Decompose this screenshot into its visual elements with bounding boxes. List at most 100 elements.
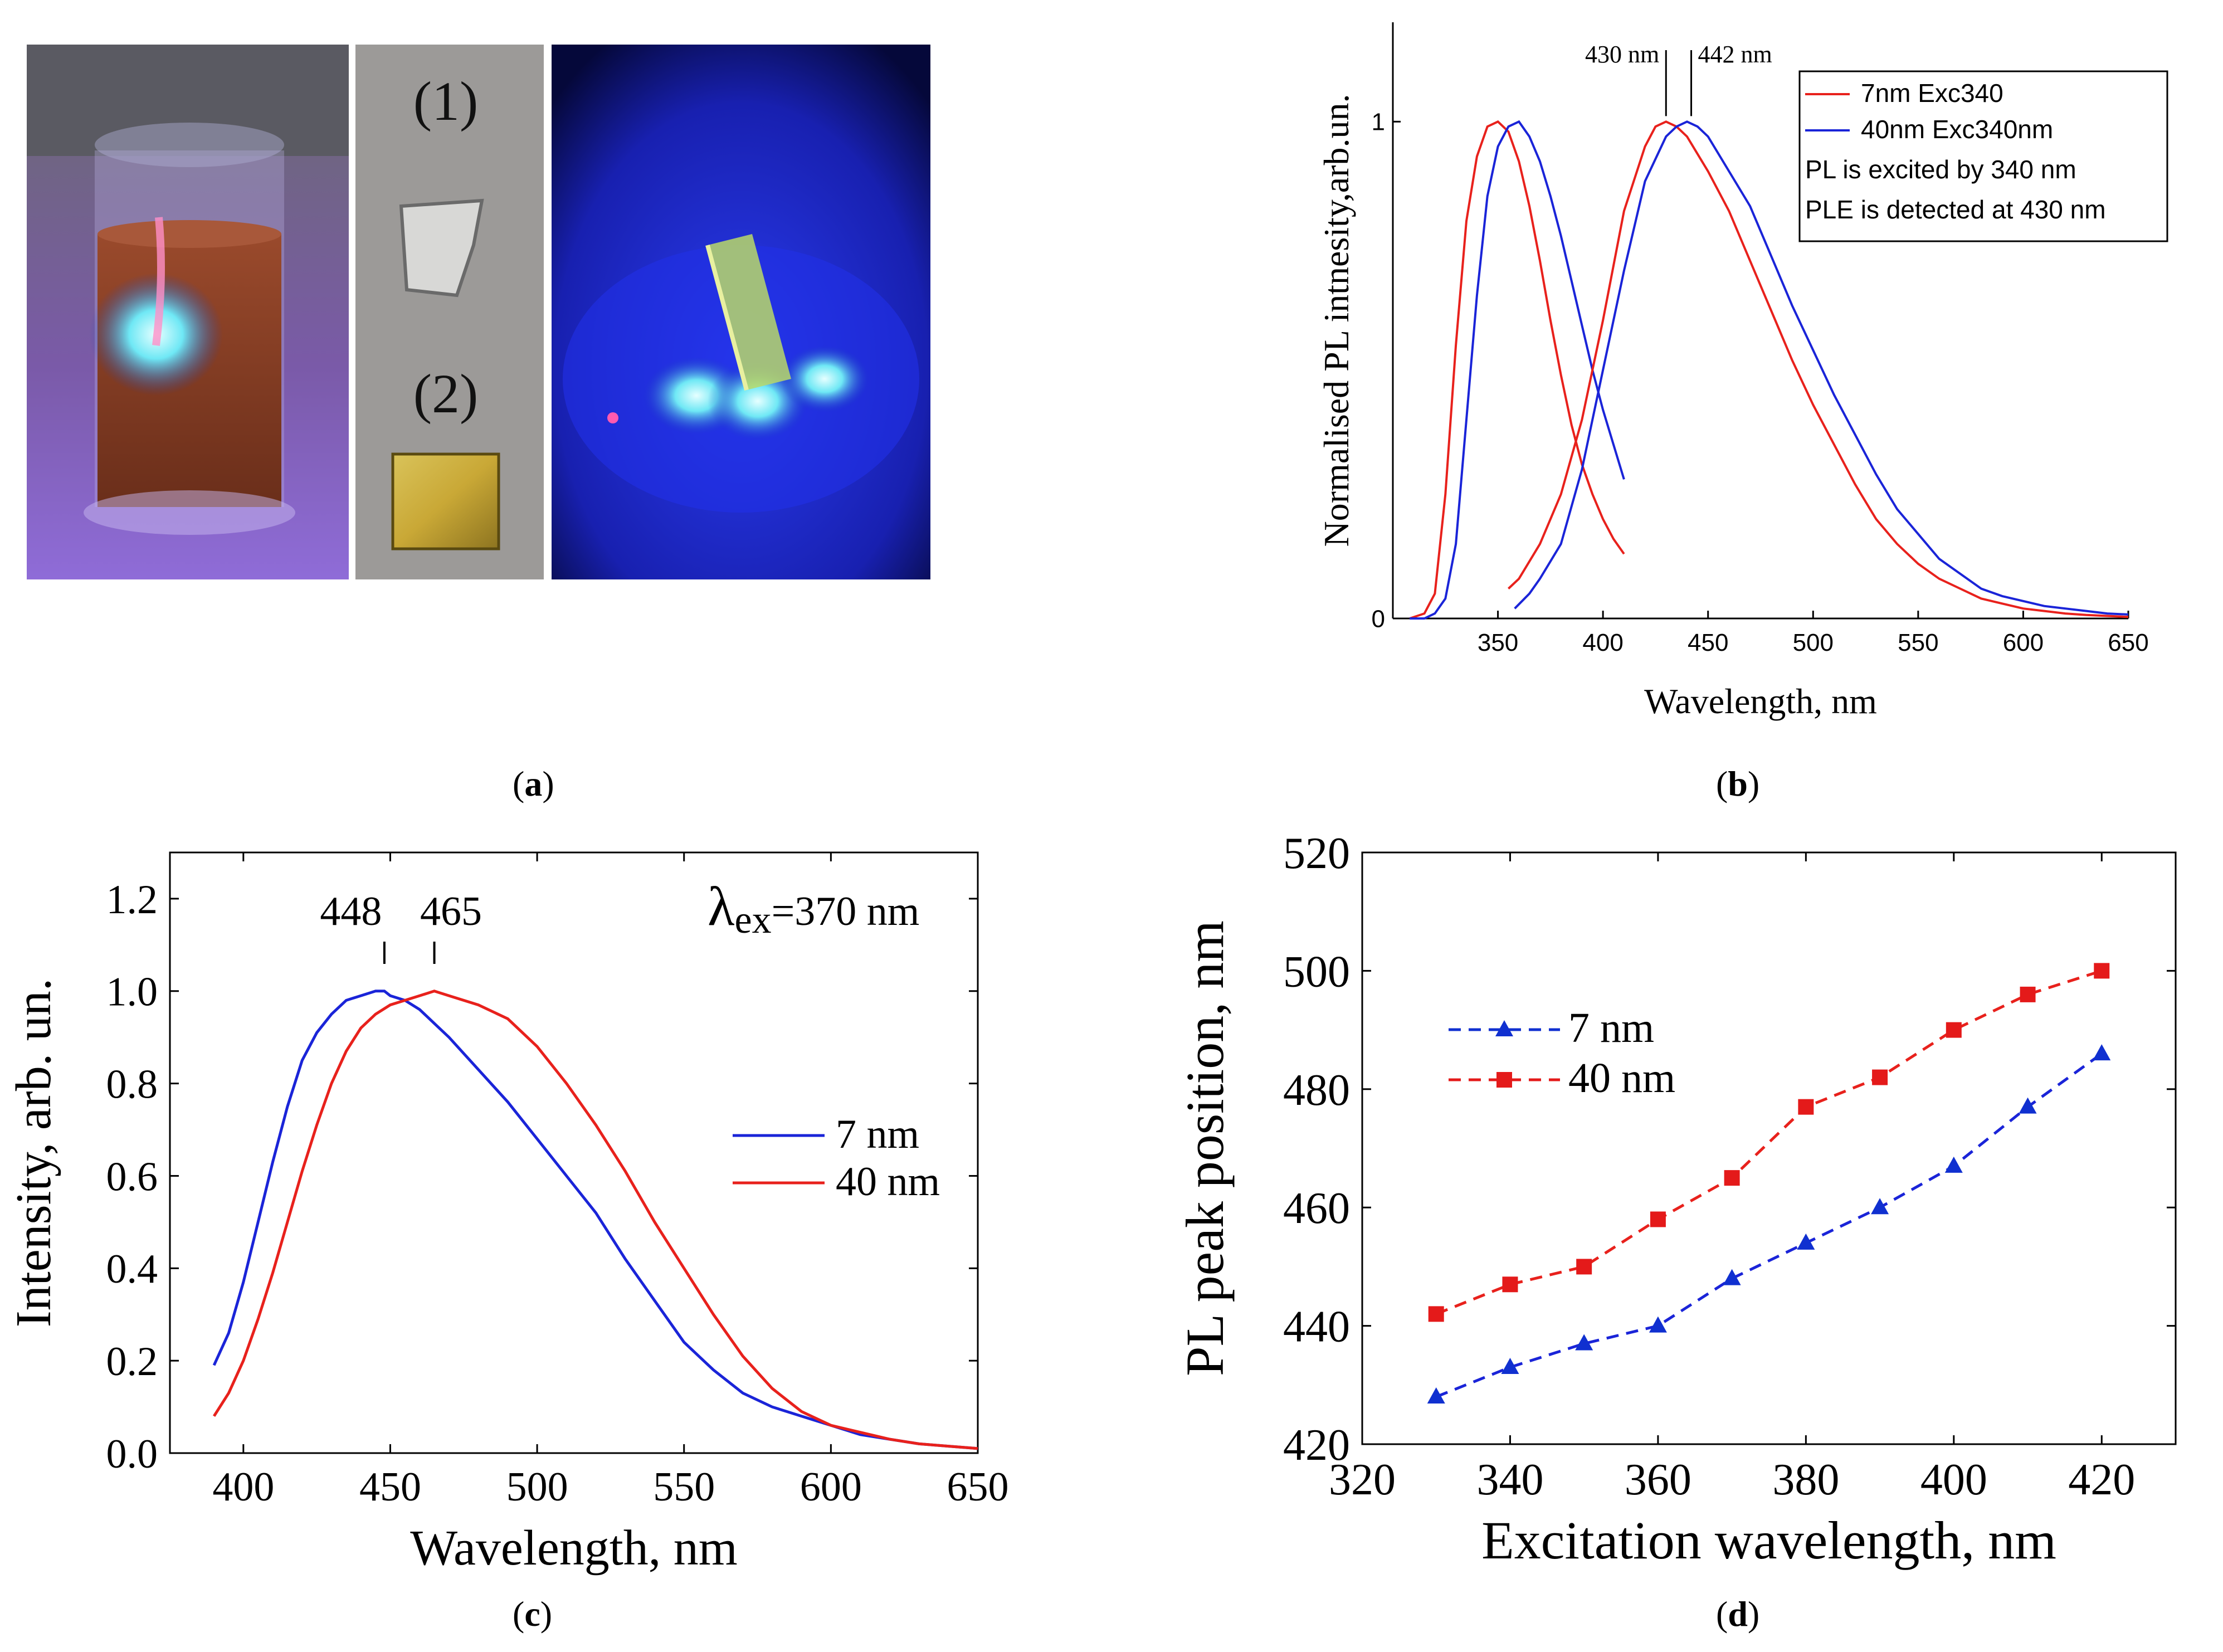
- x-tick-label: 600: [800, 1464, 862, 1510]
- panel-d-caption: (d): [1716, 1594, 1760, 1634]
- panel-a-caption: (a): [513, 764, 554, 803]
- panel-c-caption: (c): [513, 1594, 553, 1634]
- legend-entry: 40 nm: [1568, 1055, 1675, 1102]
- y-tick-label: 500: [1283, 947, 1350, 996]
- x-tick-label: 360: [1625, 1455, 1691, 1504]
- x-tick-label: 400: [1582, 629, 1623, 656]
- legend-box: [1798, 70, 2168, 242]
- y-tick-label: 1.2: [106, 877, 158, 923]
- x-axis-label: Excitation wavelength, nm: [1481, 1510, 2056, 1570]
- y-tick-label: 460: [1283, 1184, 1350, 1233]
- plot-frame: [1361, 851, 2177, 1445]
- excitation-note: λex=370 nm: [708, 875, 919, 942]
- x-tick-label: 500: [1793, 629, 1834, 656]
- x-tick-label: 350: [1478, 629, 1518, 656]
- data-point-square: [1428, 1306, 1444, 1322]
- y-tick-label: 0: [1372, 605, 1385, 632]
- data-point-square: [1872, 1069, 1888, 1085]
- y-tick-label: 480: [1283, 1066, 1350, 1115]
- data-point-square: [1724, 1170, 1740, 1186]
- panel-c-chart: 400 450 500 550 600 650 0.0 0.2 0.4 0.6 0.8 1.0 1.2 W…: [6, 851, 1009, 1576]
- y-tick-label: 520: [1283, 829, 1350, 878]
- peak-annotation: 465: [420, 889, 482, 934]
- data-point-triangle: [2093, 1044, 2111, 1061]
- x-tick-label: 320: [1329, 1455, 1396, 1504]
- data-point-triangle: [1944, 1156, 1963, 1173]
- y-axis-label: PL peak position, nm: [1175, 920, 1235, 1376]
- y-tick-label: 1.0: [106, 969, 158, 1015]
- x-tick-label: 420: [2068, 1455, 2135, 1504]
- x-tick-label: 400: [1920, 1455, 1987, 1504]
- data-point-square: [1502, 1276, 1518, 1293]
- data-point-triangle: [1871, 1198, 1889, 1215]
- legend-entry: 7nm Exc340: [1861, 79, 2003, 108]
- y-tick-label: 0.4: [106, 1246, 158, 1292]
- legend-note: PL is excited by 340 nm: [1805, 155, 2076, 184]
- plot-frame: [169, 851, 979, 1454]
- y-axis-label: Normalised PL intnesity,arb.un.: [1317, 94, 1356, 547]
- legend: 7nm Exc340 40nm Exc340nm PL is excited by …: [1798, 70, 2168, 242]
- legend-entry: 40nm Exc340nm: [1861, 115, 2053, 144]
- legend-entry: 40 nm: [836, 1159, 940, 1205]
- y-tick-label: 420: [1283, 1421, 1350, 1470]
- peak-annotation: 442 nm: [1698, 41, 1772, 68]
- x-axis-label: Wavelength, nm: [410, 1521, 738, 1576]
- series-line-7nm-exc340-ple: [1409, 120, 1625, 620]
- data-point-square: [2020, 986, 2036, 1002]
- x-tick-label: 650: [2108, 629, 2148, 656]
- data-point-triangle: [1575, 1334, 1593, 1351]
- vial-photo: [27, 45, 349, 579]
- sample-photo: (1) (2): [355, 45, 544, 579]
- legend-entry: 7 nm: [1568, 1005, 1654, 1051]
- x-axis-label: Wavelength, nm: [1644, 681, 1877, 721]
- crystal-uv-photo: [552, 45, 930, 579]
- panel-d-chart: 320 340 360 380 400 420 420 440 460 480 500 520 Exci…: [1175, 829, 2177, 1570]
- panel-b-caption: (b): [1716, 764, 1760, 803]
- y-tick-label: 0.6: [106, 1154, 158, 1200]
- x-tick-label: 400: [212, 1464, 274, 1510]
- y-axis-label: Intensity, arb. un.: [6, 978, 61, 1328]
- data-point-triangle: [1427, 1387, 1445, 1404]
- data-point-square: [1650, 1211, 1666, 1227]
- series-line-40nm-exc340nm-ple: [1410, 120, 1625, 620]
- x-tick-label: 550: [1898, 629, 1938, 656]
- peak-annotation: 448: [320, 889, 382, 934]
- x-tick-label: 500: [506, 1464, 568, 1510]
- series-line-40-nm: [1435, 969, 2103, 1315]
- data-point-square: [2094, 963, 2110, 979]
- legend-marker: [1495, 1020, 1513, 1036]
- series-line-7-nm: [212, 990, 978, 1450]
- peak-annotation: 430 nm: [1585, 41, 1659, 68]
- legend-marker: [1496, 1072, 1512, 1088]
- sample-1-label: (1): [413, 70, 479, 132]
- y-tick-label: 1: [1372, 109, 1385, 136]
- x-tick-label: 340: [1476, 1455, 1543, 1504]
- series-line-7-nm: [1435, 1052, 2103, 1398]
- x-tick-label: 650: [947, 1464, 1009, 1510]
- series-line-7nm-exc340-pl: [1508, 120, 2129, 618]
- series-line-40-nm: [212, 990, 978, 1450]
- x-tick-label: 450: [359, 1464, 421, 1510]
- y-tick-label: 0.0: [106, 1431, 158, 1477]
- panel-b-chart: 350 400 450 500 550 600 650 0 1 Wavelength, nm Nor…: [1317, 22, 2168, 721]
- legend-entry: 7 nm: [836, 1112, 919, 1157]
- data-point-triangle: [2019, 1097, 2037, 1114]
- data-point-triangle: [1649, 1316, 1667, 1333]
- panel-a-photos: (1) (2): [27, 45, 930, 579]
- x-tick-label: 380: [1772, 1455, 1839, 1504]
- x-tick-label: 550: [653, 1464, 715, 1510]
- y-tick-label: 440: [1283, 1303, 1350, 1352]
- sample-2-label: (2): [413, 363, 479, 425]
- x-tick-label: 450: [1688, 629, 1728, 656]
- data-point-square: [1946, 1022, 1962, 1038]
- data-point-square: [1576, 1259, 1592, 1275]
- legend-note: PLE is detected at 430 nm: [1805, 195, 2106, 224]
- data-point-triangle: [1501, 1357, 1519, 1374]
- series-line-40nm-exc340nm-pl: [1514, 120, 2129, 616]
- y-tick-label: 0.2: [106, 1339, 158, 1385]
- data-point-square: [1798, 1099, 1814, 1115]
- data-point-triangle: [1797, 1233, 1815, 1250]
